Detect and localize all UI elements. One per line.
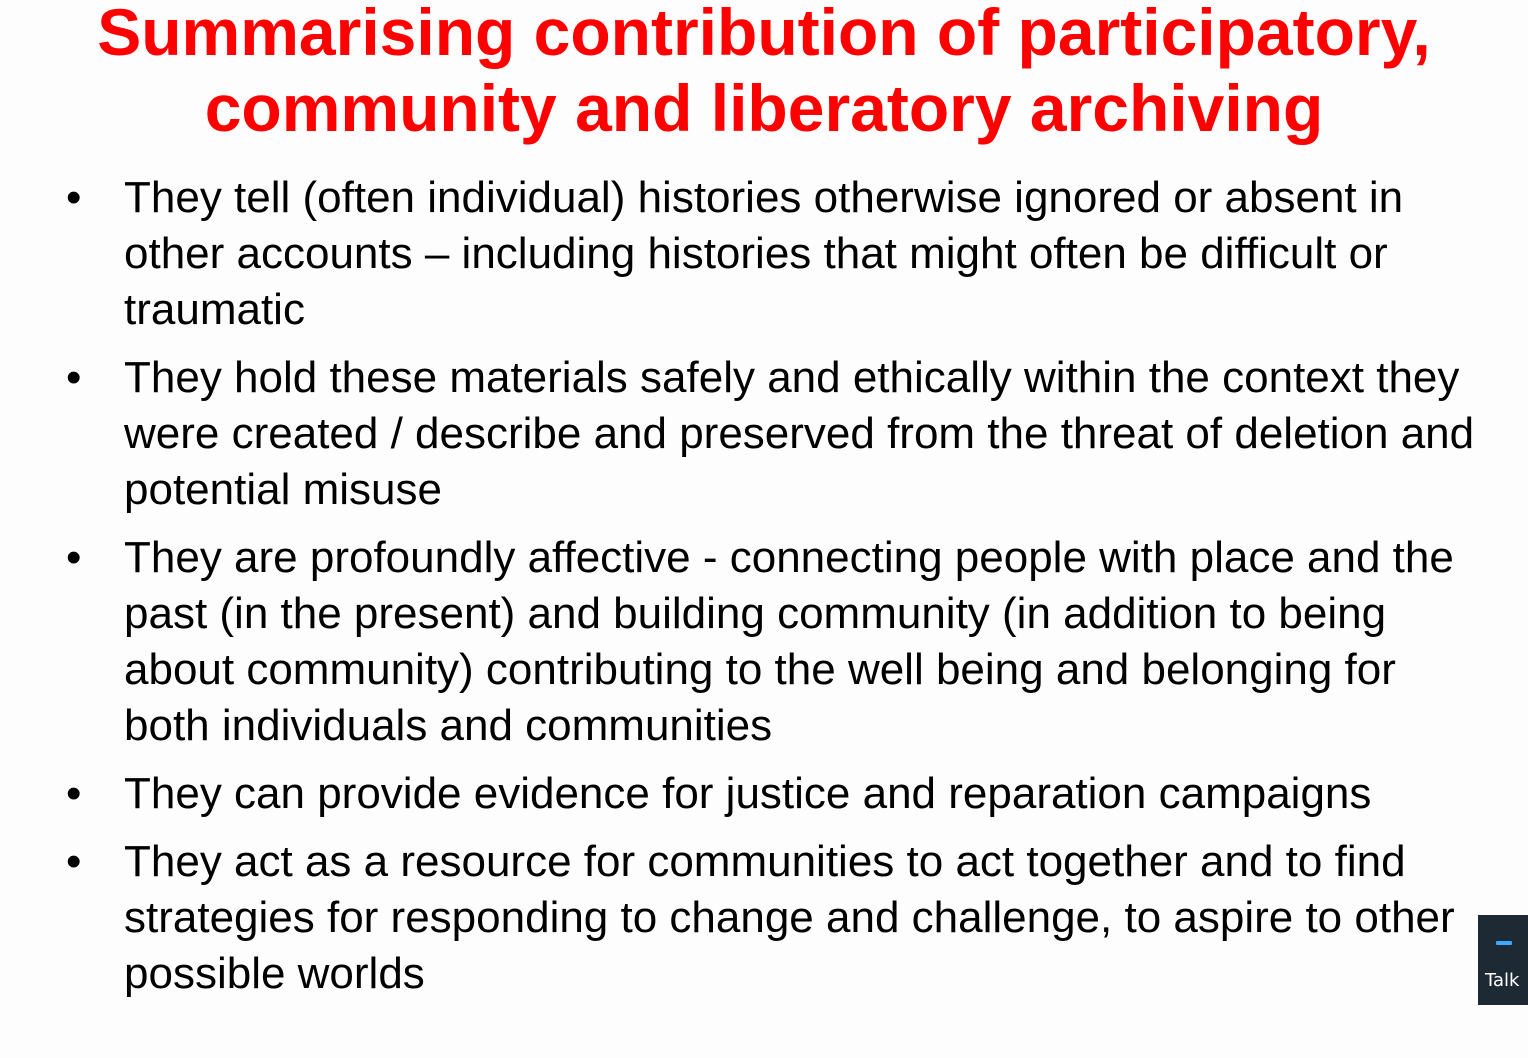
talk-label: Talk: [1485, 970, 1520, 991]
bullet-dot-icon: •: [66, 173, 82, 222]
bullet-dot-icon: •: [66, 353, 82, 402]
bullet-dot-icon: •: [66, 533, 82, 582]
bullet-item: • They act as a resource for communities…: [0, 834, 1528, 1002]
bullet-item: • They can provide evidence for justice …: [0, 766, 1528, 822]
minimize-icon[interactable]: [1496, 941, 1512, 945]
slide-title-line-1: Summarising contribution of participator…: [97, 0, 1431, 69]
bullet-text: They hold these materials safely and eth…: [124, 353, 1475, 514]
bullet-item: • They are profoundly affective - connec…: [0, 530, 1528, 754]
slide-title: Summarising contribution of participator…: [0, 0, 1528, 146]
bullet-item: • They tell (often individual) histories…: [0, 170, 1528, 338]
bullet-list: • They tell (often individual) histories…: [0, 170, 1528, 1014]
bullet-text: They tell (often individual) histories o…: [124, 173, 1404, 334]
bullet-text: They are profoundly affective - connecti…: [124, 533, 1454, 750]
bullet-text: They act as a resource for communities t…: [124, 837, 1455, 998]
bullet-item: • They hold these materials safely and e…: [0, 350, 1528, 518]
bullet-dot-icon: •: [66, 837, 82, 886]
slide-title-line-2: community and liberatory archiving: [204, 71, 1324, 145]
talk-widget-button[interactable]: Talk: [1478, 915, 1528, 1005]
bullet-dot-icon: •: [66, 769, 82, 818]
bullet-text: They can provide evidence for justice an…: [124, 769, 1372, 818]
